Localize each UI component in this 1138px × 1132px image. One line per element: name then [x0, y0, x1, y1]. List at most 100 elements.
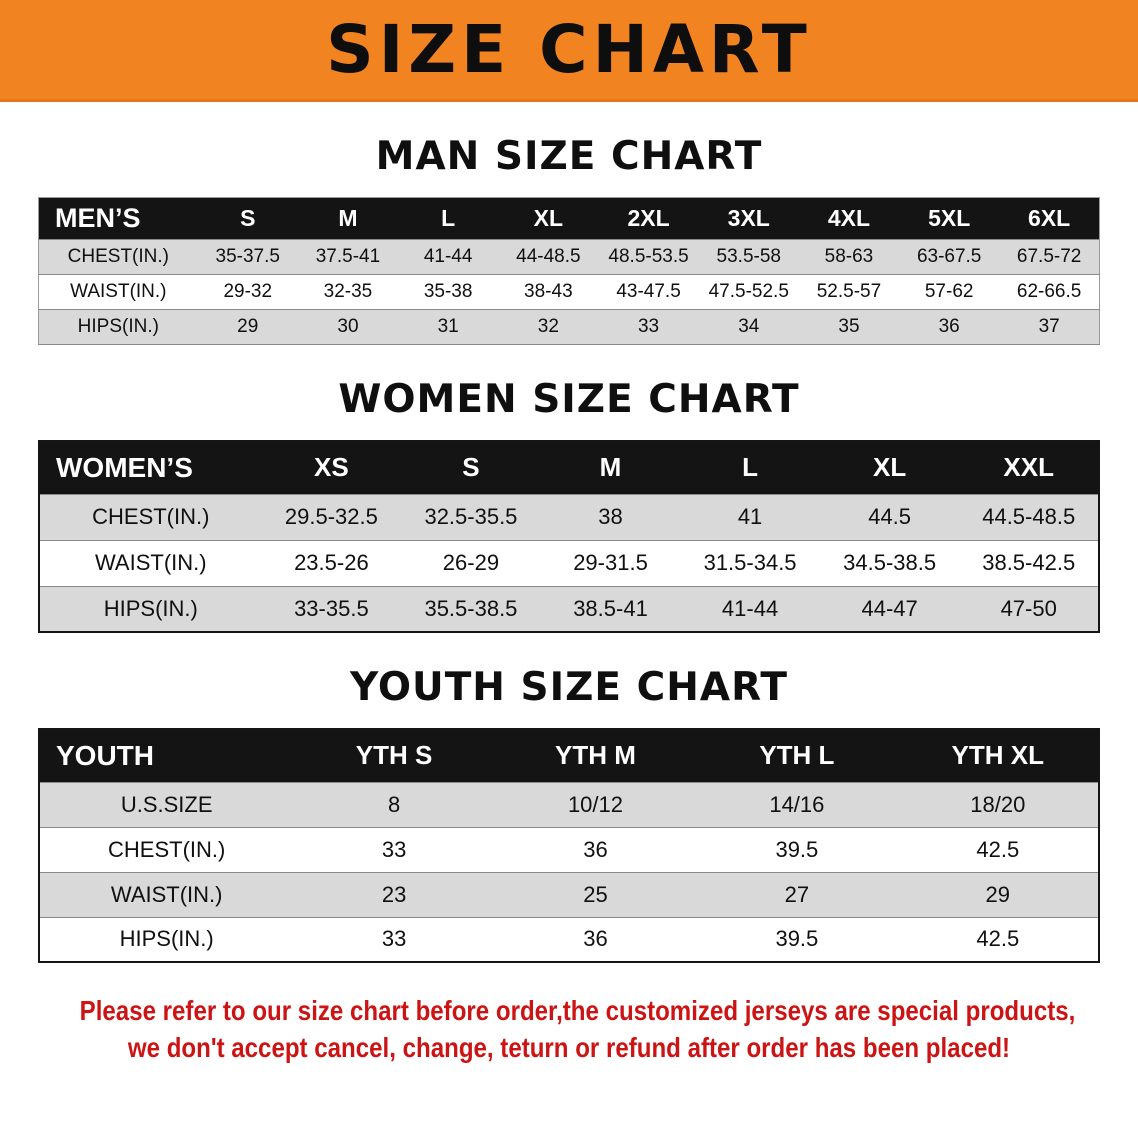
table-cell: 48.5-53.5 [598, 239, 699, 275]
man-size-chart-heading: MAN SIZE CHART [375, 134, 763, 179]
table-cell: 39.5 [696, 917, 898, 962]
row-label: HIPS(IN.) [38, 309, 198, 345]
column-header: S [401, 441, 541, 494]
table-cell: 47-50 [959, 586, 1099, 632]
table-cell: 33 [293, 827, 495, 872]
table-row: CHEST(IN.) 35-37.5 37.5-41 41-44 44-48.5 48.5… [38, 239, 1100, 275]
row-label: CHEST(IN.) [39, 494, 262, 540]
table-row: HIPS(IN.) 33 36 39.5 42.5 [39, 917, 1099, 962]
table-cell: 31.5-34.5 [680, 540, 820, 586]
table-row: WAIST(IN.) 29-32 32-35 35-38 38-43 43-47.5 47.… [38, 274, 1100, 310]
table-cell: 35.5-38.5 [401, 586, 541, 632]
table-row: HIPS(IN.) 29 30 31 32 33 34 35 36 37 [38, 309, 1100, 345]
table-cell: 14/16 [696, 782, 898, 827]
column-header: 5XL [899, 197, 1000, 240]
man-size-chart-section: MAN SIZE CHART MEN’S S M L XL 2XL 3XL 4XL 5XL 6XL… [0, 134, 1138, 345]
table-cell: 36 [494, 827, 697, 872]
women-size-chart-heading: WOMEN SIZE CHART [338, 377, 800, 422]
table-cell: 38 [540, 494, 681, 540]
table-cell: 67.5-72 [999, 239, 1100, 275]
table-cell: 44-47 [819, 586, 960, 632]
table-cell: 37.5-41 [297, 239, 399, 275]
table-cell: 32 [498, 309, 599, 345]
header-row: WOMEN’S XS S M L XL XXL [39, 441, 1099, 494]
youth-size-chart-section: YOUTH SIZE CHART YOUTH YTH S YTH M YTH L YTH… [0, 665, 1138, 963]
youth-size-chart-heading: YOUTH SIZE CHART [350, 665, 788, 710]
disclaimer-line-2: we don't accept cancel, change, teturn o… [127, 1031, 1011, 1063]
size-chart-banner: SIZE CHART [0, 0, 1138, 102]
table-cell: 29.5-32.5 [261, 494, 402, 540]
table-cell: 35-37.5 [197, 239, 298, 275]
table-title-cell: MEN’S [38, 197, 198, 240]
women-size-chart-section: WOMEN SIZE CHART WOMEN’S XS S M L XL XXL CHEST(… [0, 377, 1138, 633]
table-cell: 8 [293, 782, 495, 827]
row-label: CHEST(IN.) [38, 239, 198, 275]
man-size-table: MEN’S S M L XL 2XL 3XL 4XL 5XL 6XL CHEST(IN.) 35-37… [38, 197, 1100, 345]
table-cell: 38.5-42.5 [959, 540, 1099, 586]
table-cell: 42.5 [897, 917, 1099, 962]
table-cell: 35-38 [398, 274, 499, 310]
table-cell: 23.5-26 [261, 540, 402, 586]
column-header: M [540, 441, 681, 494]
table-cell: 44.5-48.5 [959, 494, 1099, 540]
column-header: YTH M [494, 729, 697, 782]
header-row: YOUTH YTH S YTH M YTH L YTH XL [39, 729, 1099, 782]
table-cell: 30 [297, 309, 399, 345]
table-cell: 42.5 [897, 827, 1099, 872]
table-cell: 44.5 [819, 494, 960, 540]
column-header: 2XL [598, 197, 699, 240]
column-header: L [680, 441, 820, 494]
table-cell: 29-31.5 [540, 540, 681, 586]
table-cell: 31 [398, 309, 499, 345]
banner-title: SIZE CHART [326, 11, 812, 88]
table-cell: 53.5-58 [698, 239, 799, 275]
row-label: U.S.SIZE [39, 782, 294, 827]
column-header: 6XL [999, 197, 1100, 240]
table-cell: 47.5-52.5 [698, 274, 799, 310]
table-row: CHEST(IN.) 29.5-32.5 32.5-35.5 38 41 44.5 44.5… [39, 494, 1099, 540]
row-label: CHEST(IN.) [39, 827, 294, 872]
table-cell: 34.5-38.5 [819, 540, 960, 586]
table-title-cell: YOUTH [39, 729, 294, 782]
table-cell: 26-29 [401, 540, 541, 586]
table-row: WAIST(IN.) 23.5-26 26-29 29-31.5 31.5-34.5 34… [39, 540, 1099, 586]
column-header: YTH XL [897, 729, 1099, 782]
table-row: HIPS(IN.) 33-35.5 35.5-38.5 38.5-41 41-44 44-… [39, 586, 1099, 632]
table-row: U.S.SIZE 8 10/12 14/16 18/20 [39, 782, 1099, 827]
table-cell: 58-63 [798, 239, 900, 275]
column-header: XL [819, 441, 960, 494]
table-cell: 37 [999, 309, 1100, 345]
column-header: XXL [959, 441, 1099, 494]
column-header: 4XL [798, 197, 900, 240]
table-cell: 33-35.5 [261, 586, 402, 632]
column-header: XL [498, 197, 599, 240]
table-cell: 23 [293, 872, 495, 917]
table-cell: 34 [698, 309, 799, 345]
table-cell: 62-66.5 [999, 274, 1100, 310]
column-header: YTH L [696, 729, 898, 782]
table-cell: 33 [598, 309, 699, 345]
table-cell: 63-67.5 [899, 239, 1000, 275]
table-cell: 41 [680, 494, 820, 540]
row-label: WAIST(IN.) [39, 872, 294, 917]
table-cell: 36 [494, 917, 697, 962]
column-header: YTH S [293, 729, 495, 782]
column-header: M [297, 197, 399, 240]
column-header: L [398, 197, 499, 240]
table-cell: 10/12 [494, 782, 697, 827]
column-header: 3XL [698, 197, 799, 240]
table-cell: 38-43 [498, 274, 599, 310]
disclaimer-note: Please refer to our size chart before or… [0, 993, 1138, 1067]
disclaimer-line-1: Please refer to our size chart before or… [79, 995, 1076, 1026]
column-header: S [197, 197, 298, 240]
table-cell: 36 [899, 309, 1000, 345]
table-cell: 41-44 [398, 239, 499, 275]
table-title-cell: WOMEN’S [39, 441, 262, 494]
table-row: CHEST(IN.) 33 36 39.5 42.5 [39, 827, 1099, 872]
table-cell: 29 [897, 872, 1099, 917]
row-label: HIPS(IN.) [39, 586, 262, 632]
table-cell: 29 [197, 309, 298, 345]
header-row: MEN’S S M L XL 2XL 3XL 4XL 5XL 6XL [38, 197, 1100, 240]
row-label: HIPS(IN.) [39, 917, 294, 962]
table-cell: 33 [293, 917, 495, 962]
